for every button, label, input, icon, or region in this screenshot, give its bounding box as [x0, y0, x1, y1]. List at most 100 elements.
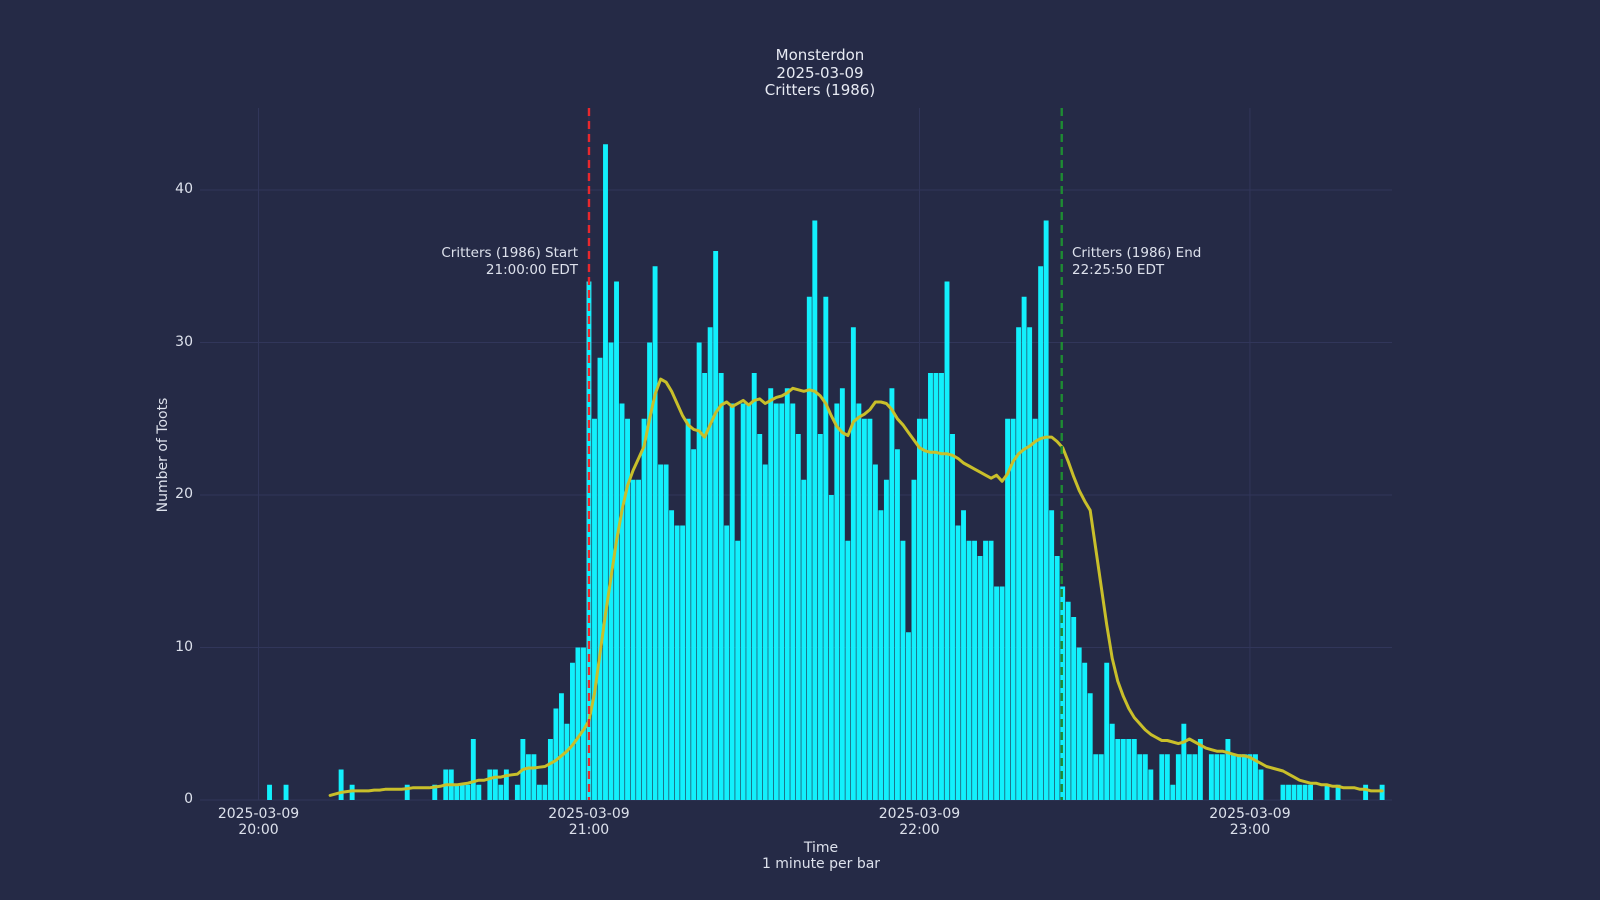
toots-bar: [801, 479, 807, 800]
toots-bar: [619, 403, 625, 800]
toots-bar: [564, 723, 570, 800]
toots-bar: [652, 266, 658, 800]
toots-bar: [674, 525, 680, 800]
toots-bar: [1115, 739, 1121, 800]
toots-bar: [795, 434, 801, 800]
chart-title-line3: Critters (1986): [764, 81, 876, 99]
toots-bar: [459, 784, 465, 800]
x-tick-label: 2025-03-09 22:00: [879, 806, 960, 838]
toots-bar: [432, 784, 438, 800]
toots-bar: [1120, 739, 1126, 800]
toots-bar: [1170, 784, 1176, 800]
toots-bar: [707, 327, 713, 800]
x-axis-label-line1: Time: [803, 840, 839, 856]
x-tick-label-text: 2025-03-09: [1209, 806, 1291, 822]
toots-bar: [1186, 754, 1192, 800]
toots-bar: [988, 540, 994, 800]
toots-bar: [983, 540, 989, 800]
toots-bar: [922, 418, 928, 800]
toots-bar: [663, 464, 669, 800]
y-tick-label: 40: [0, 181, 193, 199]
toots-bar: [1126, 739, 1132, 800]
toots-bar: [812, 220, 818, 800]
toots-bar: [966, 540, 972, 800]
toots-bar: [1181, 723, 1187, 800]
toots-bar: [1241, 754, 1247, 800]
toots-bar: [1253, 754, 1258, 800]
x-tick-label-text: 2025-03-09: [878, 806, 961, 822]
toots-bar: [1049, 510, 1055, 800]
end-annotation-line1: Critters (1986) End: [1072, 245, 1202, 261]
toots-bar: [1192, 754, 1198, 800]
toots-bar: [773, 403, 779, 800]
toots-bar: [999, 586, 1005, 800]
toots-bar: [724, 525, 730, 800]
toots-bar: [553, 708, 559, 800]
toots-bar: [757, 434, 763, 800]
toots-bar: [894, 449, 900, 800]
toots-bar: [542, 784, 548, 800]
toots-bar: [1258, 769, 1264, 800]
toots-bar: [1363, 784, 1369, 800]
toots-bar: [669, 510, 675, 800]
toots-bar: [823, 296, 829, 800]
toots-bar: [900, 540, 906, 800]
y-tick-label-text: 10: [175, 638, 193, 655]
toots-bar: [1280, 784, 1286, 800]
toots-bar: [1214, 754, 1220, 800]
x-tick-label-text: 2025-03-09: [548, 806, 630, 822]
toots-bar: [1104, 662, 1110, 800]
toots-bar: [1291, 784, 1297, 800]
toots-bar: [955, 525, 961, 800]
toots-bar: [944, 281, 950, 800]
y-tick-label-text: 40: [175, 181, 193, 197]
toots-bar: [784, 388, 790, 800]
toots-bar: [476, 784, 482, 800]
toots-bar: [1010, 418, 1016, 800]
y-tick-label: 10: [0, 639, 193, 657]
toots-bar: [1230, 754, 1236, 800]
toots-bar: [691, 449, 697, 800]
toots-bar: [1142, 754, 1148, 800]
x-axis-label-line2: 1 minute per bar: [761, 856, 881, 872]
y-tick-label: 20: [0, 486, 193, 504]
toots-bar: [1076, 647, 1082, 800]
toots-bar: [1065, 601, 1071, 800]
toots-bar: [1043, 220, 1049, 800]
toots-bar: [1219, 754, 1225, 800]
toots-bar: [867, 418, 873, 800]
toots-bar: [740, 403, 746, 800]
toots-bar: [547, 739, 553, 800]
toots-bar: [917, 418, 922, 800]
toots-bar: [729, 403, 735, 800]
toots-bar: [1109, 723, 1115, 800]
x-axis-label: Time 1 minute per bar: [762, 840, 880, 872]
toots-bar: [404, 784, 410, 800]
toots-bar: [603, 144, 608, 800]
toots-bar: [878, 510, 884, 800]
toots-bar: [1071, 617, 1077, 800]
toots-bar: [1087, 693, 1093, 800]
toots-bar: [883, 479, 889, 800]
toots-bar: [498, 784, 504, 800]
toots-bar: [1082, 662, 1088, 800]
toots-bar: [558, 693, 564, 800]
toots-bar: [647, 342, 653, 800]
toots-bar: [575, 647, 581, 800]
toots-bar: [487, 769, 493, 800]
toots-bar: [746, 403, 752, 800]
toots-bar: [536, 784, 542, 800]
toots-bar: [911, 479, 917, 800]
chart-title: Monsterdon 2025-03-09 Critters (1986): [764, 46, 876, 100]
toots-bar: [839, 388, 845, 800]
toots-bar: [597, 357, 603, 800]
toots-bar: [1236, 754, 1242, 800]
toots-bar: [1324, 784, 1330, 800]
toots-bar: [834, 403, 840, 800]
toots-bar: [630, 479, 636, 800]
toots-bar: [977, 556, 983, 800]
toots-bar: [928, 373, 933, 800]
toots-bar: [950, 434, 955, 800]
x-tick-label-text: 23:00: [1229, 822, 1271, 838]
toots-bar: [994, 586, 1000, 800]
